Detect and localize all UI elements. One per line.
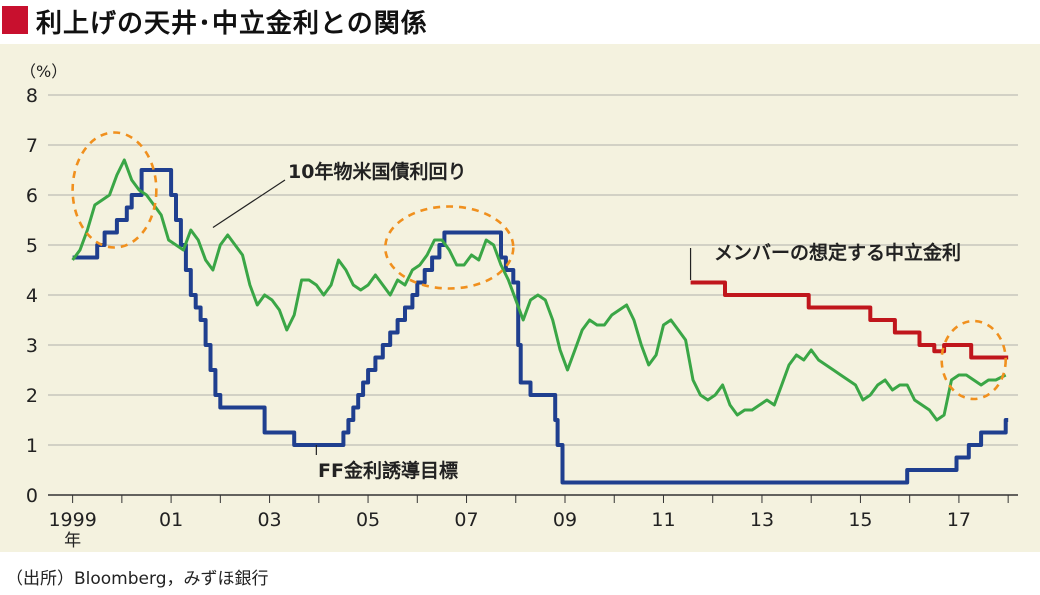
annotation-ff-rate: FF金利誘導目標 — [318, 459, 458, 482]
ten-year-yield-line — [71, 158, 1007, 422]
highlight-circle — [71, 131, 158, 249]
x-axis-suffix: 年 — [64, 531, 81, 551]
highlight-circle — [383, 205, 515, 290]
x-tick-label: 03 — [257, 509, 281, 531]
y-tick-label: 6 — [26, 185, 38, 207]
y-tick-label: 4 — [26, 285, 38, 307]
y-tick-label: 3 — [26, 335, 38, 357]
title-marker — [2, 6, 28, 34]
x-tick-label: 13 — [750, 509, 774, 531]
annotation-leader — [212, 179, 286, 229]
highlight-circle — [940, 319, 1007, 401]
title-bar: 利上げの天井･中立金利との関係 — [0, 0, 1040, 40]
chart-title: 利上げの天井･中立金利との関係 — [36, 9, 428, 39]
annotation-ten-year: 10年物米国債利回り — [288, 160, 466, 183]
y-tick-label: 0 — [26, 485, 38, 507]
y-tick-label: 5 — [26, 235, 38, 257]
x-tick-label: 07 — [454, 509, 478, 531]
x-tick-label: 17 — [947, 509, 971, 531]
x-tick-label: 05 — [356, 509, 380, 531]
annotation-neutral: メンバーの想定する中立金利 — [714, 241, 961, 264]
source-note: （出所）Bloomberg，みずほ銀行 — [6, 569, 269, 589]
y-tick-label: 7 — [26, 135, 38, 157]
x-tick-label: 01 — [159, 509, 183, 531]
ff-rate-line — [72, 168, 1009, 485]
x-tick-label: 09 — [553, 509, 577, 531]
y-tick-label: 8 — [26, 85, 38, 107]
y-unit-label: （%） — [20, 62, 67, 81]
y-tick-label: 2 — [26, 385, 38, 407]
x-tick-label: 11 — [651, 509, 675, 531]
neutral-rate-line — [690, 280, 1009, 360]
x-tick-label: 15 — [848, 509, 872, 531]
x-tick-label: 1999 — [48, 509, 96, 531]
y-tick-label: 1 — [26, 435, 38, 457]
